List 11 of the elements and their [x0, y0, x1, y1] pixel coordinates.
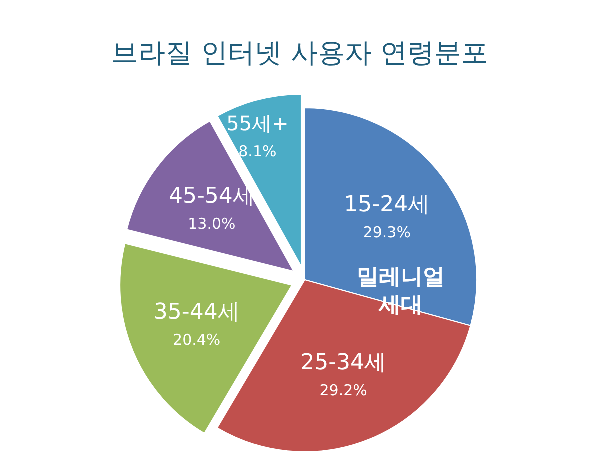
data-label: 20.4%	[173, 331, 221, 350]
slice-label: 55세+	[226, 112, 289, 136]
data-label: 8.1%	[238, 142, 277, 161]
chart-title: 브라질 인터넷 사용자 연령분포	[112, 38, 488, 69]
data-label: 29.3%	[363, 224, 411, 242]
data-label: 29.2%	[320, 382, 368, 400]
slice-label: 15-24세	[344, 192, 430, 218]
slice-label: 35-44세	[154, 300, 240, 326]
slice-label: 25-34세	[300, 350, 387, 376]
slice-label: 45-54세	[168, 184, 255, 209]
data-label: 13.0%	[188, 214, 236, 233]
